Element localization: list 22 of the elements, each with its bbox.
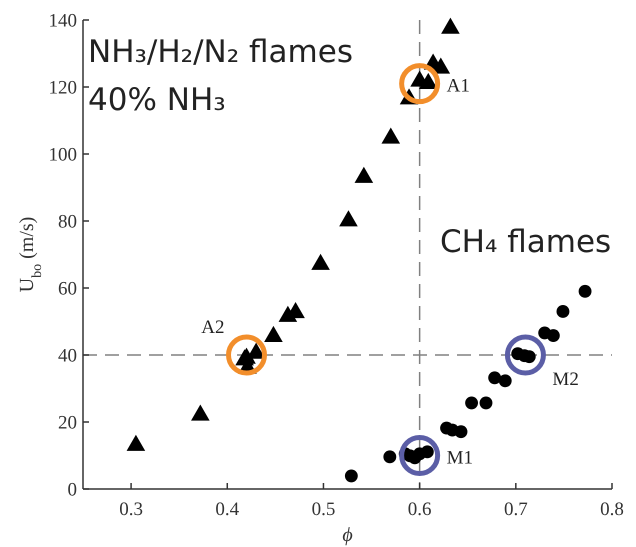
x-tick-label: 0.4	[215, 499, 240, 520]
y-tick-label: 100	[48, 144, 77, 166]
x-axis-title: ϕ	[342, 524, 353, 546]
y-tick-label: 140	[48, 10, 77, 32]
annotation: M2	[552, 369, 579, 390]
y-tick-label: 120	[48, 78, 77, 99]
annotation: M1	[446, 448, 474, 468]
x-tick-label: 0.3	[119, 499, 143, 520]
x-tick-label: 0.5	[312, 499, 336, 520]
annotation: 40% NH₃	[88, 82, 226, 118]
y-tick-label: 20	[58, 412, 77, 434]
y-tick-label: 0	[68, 480, 77, 501]
x-tick-label: 0.8	[600, 499, 624, 520]
x-tick-label: 0.7	[504, 499, 528, 520]
y-tick-label: 60	[58, 278, 77, 300]
annotation: NH₃/H₂/N₂ flames	[88, 34, 353, 70]
annotation: CH₄ flames	[440, 224, 612, 260]
y-tick-label: 40	[58, 346, 77, 367]
annotation: A1	[446, 76, 470, 97]
x-tick-label: 0.6	[408, 499, 432, 520]
y-tick-label: 80	[58, 212, 77, 233]
annotation: A2	[201, 317, 225, 338]
